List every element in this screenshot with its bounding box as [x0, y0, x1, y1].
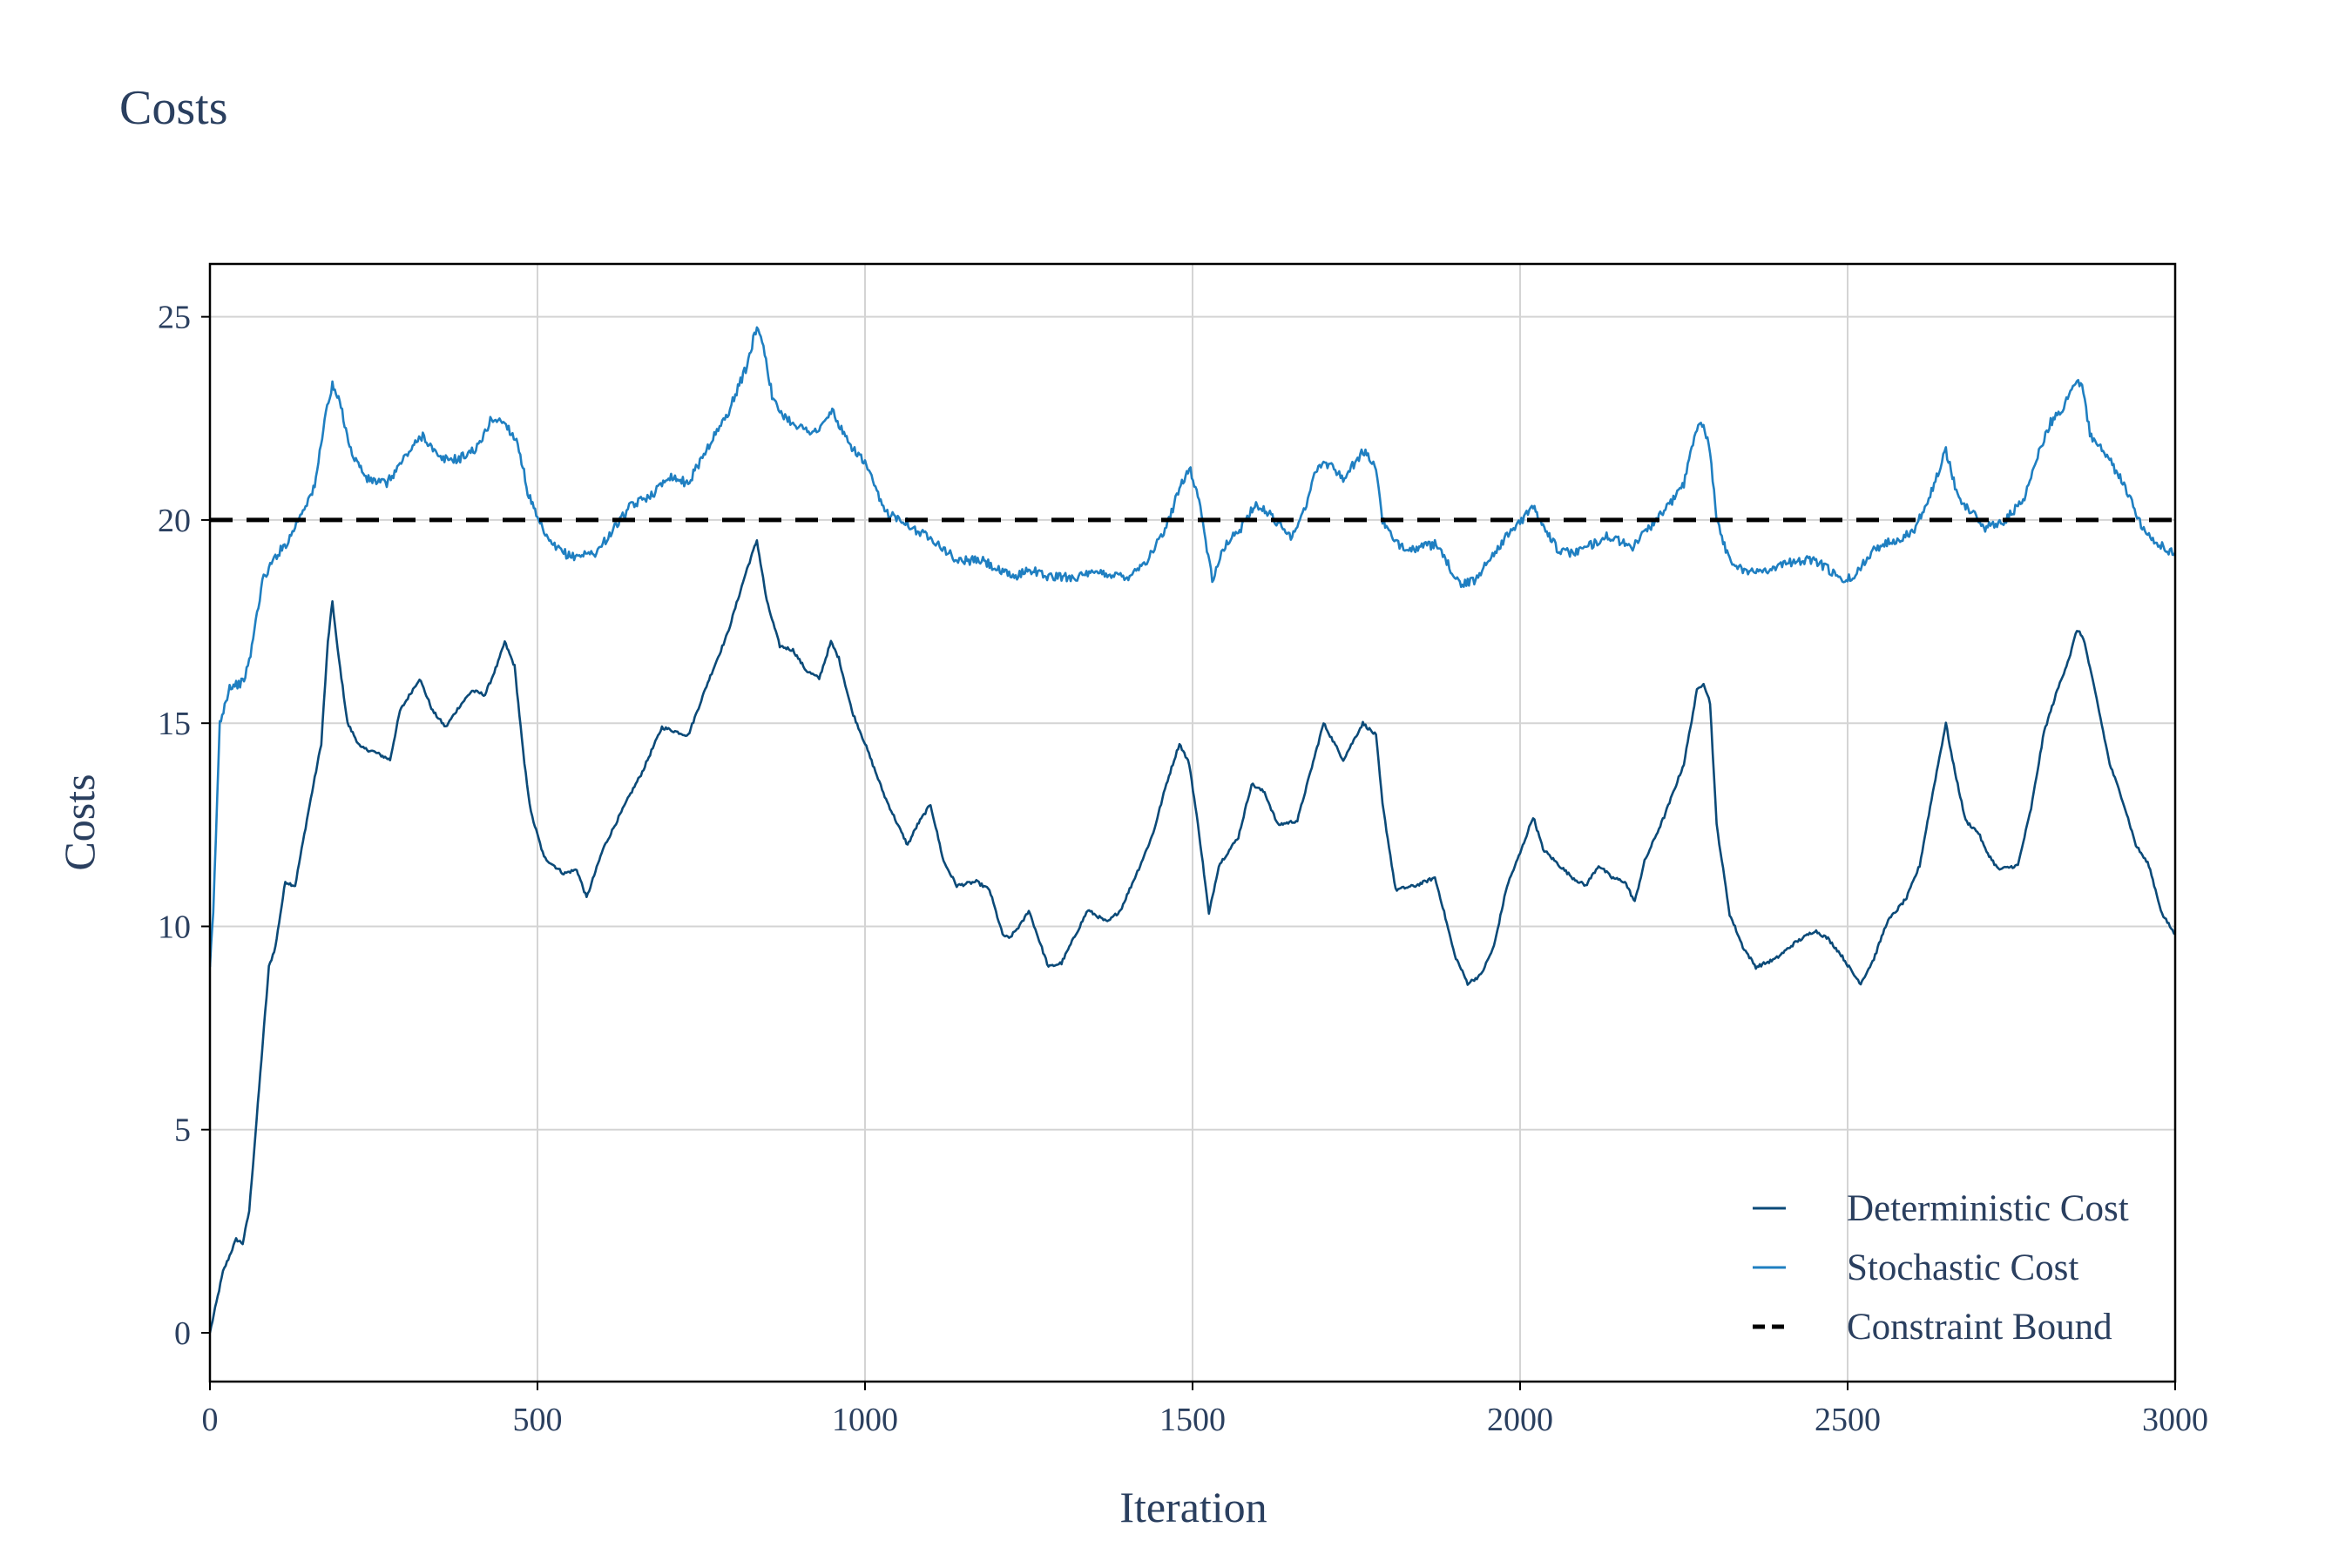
chart-title: Costs — [119, 81, 228, 135]
y-tick-label: 15 — [158, 706, 191, 742]
axis-ticks: 0 500 1000 1500 2000 2500 3000 0 5 10 15 20 25 — [158, 300, 2208, 1438]
deterministic-cost-line — [210, 539, 2175, 1334]
y-tick-label: 25 — [158, 300, 191, 336]
legend-label: Constraint Bound — [1847, 1307, 2112, 1348]
gridlines — [210, 264, 2175, 1382]
x-tick-label: 1500 — [1159, 1402, 1226, 1438]
x-tick-label: 2000 — [1487, 1402, 1553, 1438]
legend-label: Stochastic Cost — [1847, 1247, 2078, 1288]
x-tick-label: 0 — [202, 1402, 219, 1438]
y-tick-label: 20 — [158, 503, 191, 539]
y-tick-label: 5 — [174, 1112, 191, 1149]
series-lines — [210, 326, 2175, 1334]
y-axis-title: Costs — [55, 774, 104, 870]
legend: Deterministic Cost Stochastic Cost Constra… — [1753, 1188, 2129, 1348]
legend-label: Deterministic Cost — [1847, 1188, 2129, 1229]
x-axis-title: Iteration — [1119, 1483, 1267, 1531]
x-tick-label: 3000 — [2142, 1402, 2208, 1438]
y-tick-label: 0 — [174, 1315, 191, 1352]
x-tick-label: 2500 — [1815, 1402, 1881, 1438]
y-tick-label: 10 — [158, 909, 191, 945]
x-tick-label: 1000 — [832, 1402, 898, 1438]
x-tick-label: 500 — [513, 1402, 563, 1438]
stochastic-cost-line — [210, 326, 2175, 968]
